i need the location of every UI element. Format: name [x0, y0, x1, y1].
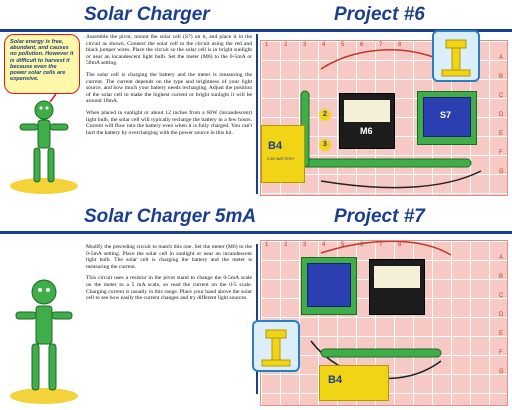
section-title: Solar Charger 5mA — [84, 206, 257, 227]
mascot-group: Solar energy is free, abundant, and caus… — [4, 34, 84, 196]
grid-col-label: 1 — [265, 42, 269, 48]
grid-row-label: B — [499, 274, 504, 280]
grid-col-label: 3 — [303, 242, 307, 248]
grid-col-label: 3 — [303, 42, 307, 48]
battery-part[interactable]: B4 — [319, 365, 389, 401]
instructions-text: Modify the preceding circuit to match th… — [86, 244, 258, 394]
grid-col-label: 4 — [322, 42, 326, 48]
grid-row-label: C — [499, 93, 504, 99]
circuit-board: 1 2 3 4 5 6 7 8 A B C D E F G B4 2.6V BA… — [260, 40, 508, 196]
grid-col-label: 5 — [341, 42, 345, 48]
pivot-stand-icon — [261, 329, 291, 367]
grid-row-label: D — [499, 312, 504, 318]
battery-sublabel: 2.6V BATTERY — [267, 156, 295, 161]
grid-row-label: A — [499, 255, 504, 261]
project-7-section: Solar Charger 5mA Project #7 Modify the … — [0, 202, 512, 410]
battery-part[interactable]: B4 2.6V BATTERY — [261, 125, 305, 183]
grid-row-label: E — [499, 131, 504, 137]
solar-cell-surface — [307, 263, 351, 307]
grid-row-label: F — [499, 150, 503, 156]
project-number: Project #6 — [334, 4, 425, 25]
battery-label: B4 — [268, 140, 283, 152]
project-6-section: Solar Charger Project #6 Solar energy is… — [0, 0, 512, 200]
paragraph: The solar cell is charging the battery a… — [86, 71, 252, 105]
grid-row-label: G — [499, 369, 504, 375]
grid-row-label: G — [499, 169, 504, 175]
circuit-board: 1 2 3 4 5 6 7 8 A B C D E F G B4 — [260, 240, 508, 406]
meter-part[interactable]: M6 — [339, 93, 395, 149]
solar-cell-part[interactable]: S7 — [417, 91, 477, 145]
pivot-inset — [252, 320, 300, 372]
solar-cell-label: S7 — [440, 110, 452, 120]
section-title: Solar Charger — [84, 4, 210, 25]
paragraph: When placed in sunlight or about 12 inch… — [86, 109, 252, 136]
speech-bubble-text: Solar energy is free, abundant, and caus… — [10, 39, 74, 83]
grid-col-label: 2 — [284, 242, 288, 248]
title-divider — [0, 29, 512, 32]
connector-2[interactable]: 2 — [319, 109, 331, 121]
paragraph: Assemble the pivot, mount the solar cell… — [86, 34, 252, 67]
mascot-figure — [10, 279, 78, 404]
pivot-stand-icon — [441, 39, 471, 77]
grid-col-label: 7 — [379, 42, 383, 48]
battery-label: B4 — [328, 374, 343, 386]
grid-col-label: 4 — [322, 242, 326, 248]
project-7-header: Solar Charger 5mA Project #7 — [0, 202, 512, 230]
paragraph: This circuit uses a resistor in the pivo… — [86, 275, 252, 302]
project-6-header: Solar Charger Project #6 — [0, 0, 512, 28]
instructions-text: Assemble the pivot, mount the solar cell… — [86, 34, 258, 194]
grid-col-label: 8 — [398, 42, 402, 48]
grid-col-label: 2 — [284, 42, 288, 48]
grid-col-label: 5 — [341, 242, 345, 248]
grid-col-label: 7 — [379, 242, 383, 248]
project-number: Project #7 — [334, 206, 425, 227]
grid-col-label: 8 — [398, 242, 402, 248]
grid-row-label: B — [499, 74, 504, 80]
connector-3[interactable]: 3 — [319, 139, 331, 151]
solar-cell-surface — [423, 97, 471, 137]
grid-row-label: E — [499, 331, 504, 337]
grid-col-label: 6 — [360, 242, 364, 248]
grid-row-label: C — [499, 293, 504, 299]
pivot-inset — [432, 30, 480, 82]
meter-dial — [374, 266, 420, 288]
solar-cell-part[interactable] — [301, 257, 357, 315]
meter-part[interactable] — [369, 259, 425, 315]
meter-label: M6 — [360, 126, 373, 136]
speech-bubble: Solar energy is free, abundant, and caus… — [4, 34, 80, 94]
grid-col-label: 1 — [265, 242, 269, 248]
meter-dial — [344, 100, 390, 122]
grid-row-label: D — [499, 112, 504, 118]
grid-col-label: 6 — [360, 42, 364, 48]
grid-row-label: F — [499, 350, 503, 356]
paragraph: Modify the preceding circuit to match th… — [86, 244, 252, 270]
grid-row-label: A — [499, 55, 504, 61]
title-divider — [0, 231, 512, 234]
mascot-figure — [10, 93, 78, 194]
mascot-group — [4, 234, 84, 406]
